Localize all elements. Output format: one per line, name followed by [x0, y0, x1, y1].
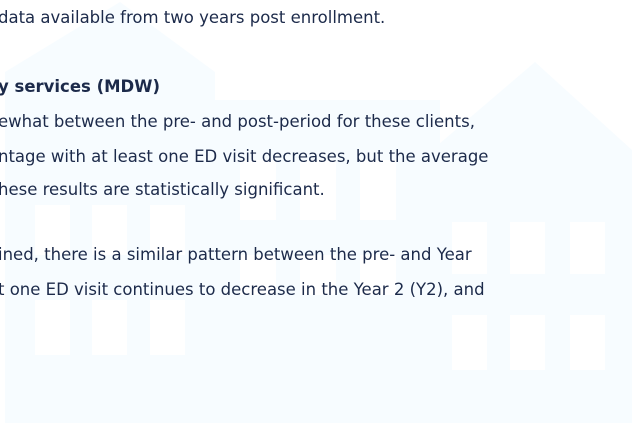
section-heading: y services (MDW) [0, 77, 160, 96]
paragraph-line: ewhat between the pre- and post-period f… [0, 112, 475, 131]
paragraph-line: hese results are statistically significa… [0, 180, 325, 199]
paragraph-line: ined, there is a similar pattern between… [0, 245, 472, 264]
paragraph-line: t one ED visit continues to decrease in … [0, 280, 485, 299]
windows [35, 160, 605, 370]
intro-text: data available from two years post enrol… [0, 8, 386, 27]
paragraph-line: ntage with at least one ED visit decreas… [0, 147, 489, 166]
